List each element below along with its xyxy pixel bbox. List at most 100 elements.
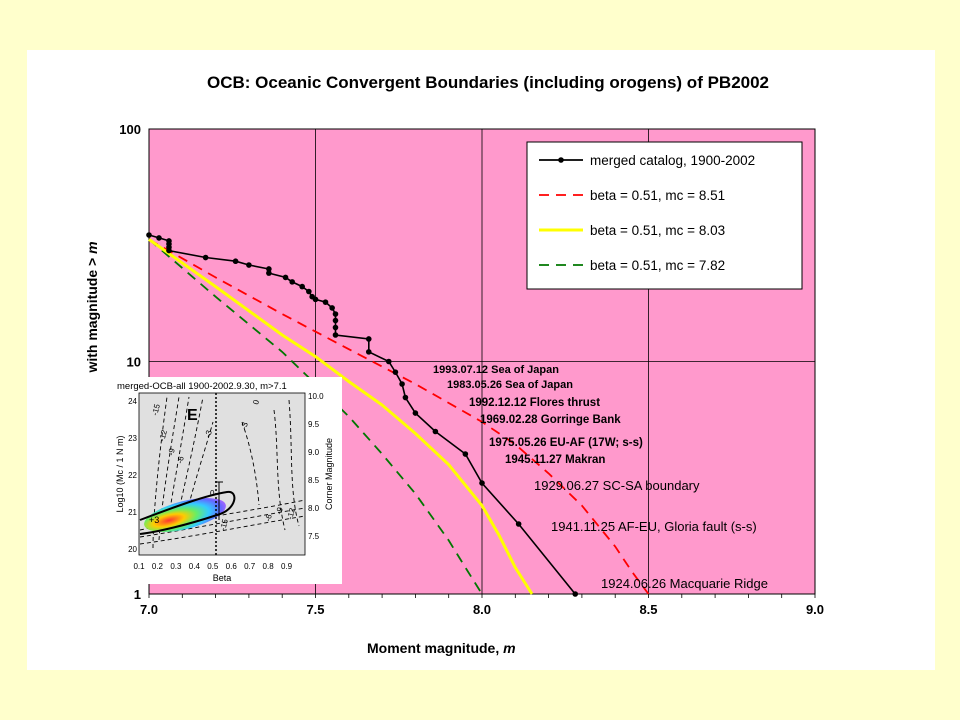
inset-y-tick-left: 21 — [128, 508, 137, 517]
inset-contour-label: -3 — [239, 421, 250, 431]
inset-contour-label: -3 — [203, 429, 214, 439]
y-tick-label: 1 — [134, 587, 141, 602]
inset-y-tick-left: 22 — [128, 471, 137, 480]
slide: OCB: Oceanic Convergent Boundaries (incl… — [27, 50, 935, 670]
inset-y-tick-left: 20 — [128, 545, 137, 554]
event-annotation: 1993.07.12 Sea of Japan — [433, 364, 559, 376]
ticks: 7.0 7.5 8.0 8.5 9.0 1 10 100 — [119, 122, 824, 617]
series-line — [148, 238, 534, 595]
data-point — [515, 521, 522, 527]
inset-contour-label: -15 — [150, 402, 162, 416]
inset-x-tick: 0.8 — [263, 562, 275, 571]
inset-x-tick: 0.6 — [226, 562, 238, 571]
data-point — [312, 296, 319, 303]
data-point — [365, 336, 372, 342]
event-annotations: 1993.07.12 Sea of Japan 1983.05.26 Sea of… — [433, 364, 768, 591]
data-point — [332, 311, 339, 317]
legend-box — [526, 141, 803, 290]
inset-contour-label: 0 — [251, 398, 261, 405]
data-point — [282, 274, 289, 281]
data-point — [329, 305, 335, 311]
inset-likelihood-peak — [144, 498, 226, 532]
data-point — [385, 358, 392, 365]
inset-y-tick-right: 9.0 — [308, 448, 320, 457]
data-point — [392, 369, 399, 375]
event-annotation: 1929.06.27 SC-SA boundary — [534, 478, 700, 493]
inset-x-label: Beta — [213, 573, 232, 583]
inset-contour-label: -12 — [285, 506, 297, 520]
data-point — [462, 451, 469, 457]
data-point — [306, 288, 312, 295]
x-axis-label: Moment magnitude, m — [367, 640, 516, 656]
inset-y-tick-right: 10.0 — [308, 392, 324, 401]
event-annotation: 1945.11.27 Makran — [505, 454, 605, 466]
data-point — [299, 283, 305, 290]
inset-y-tick-right: 9.5 — [308, 420, 320, 429]
inset-title: merged-OCB-all 1900-2002.9.30, m>7.1 — [117, 381, 287, 392]
x-tick-label: 7.5 — [306, 602, 324, 617]
data-point — [266, 266, 272, 272]
x-tick-label: 8.5 — [639, 602, 657, 617]
y-tick-label: 100 — [119, 122, 141, 137]
inset-x-tick: 0.3 — [170, 562, 182, 571]
data-point — [572, 591, 579, 597]
inset-x-tick: 0.4 — [189, 562, 201, 571]
legend-label: beta = 0.51, mc = 7.82 — [590, 258, 725, 273]
data-point — [266, 270, 272, 276]
series-line — [148, 238, 483, 595]
inset-y-tick-right: 8.5 — [308, 476, 320, 485]
x-tick-label: 9.0 — [806, 602, 824, 617]
inset-x-tick: 0.1 — [133, 562, 145, 571]
data-point — [232, 258, 239, 265]
event-annotation: 1983.05.26 Sea of Japan — [447, 379, 573, 391]
data-point — [479, 480, 485, 486]
inset-contour-label: -9 — [166, 447, 177, 457]
inset-contour-label: -6 — [175, 455, 186, 465]
data-point — [156, 235, 162, 241]
legend: merged catalog, 1900-2002 beta = 0.51, mc… — [526, 141, 803, 290]
inset-panel-label: E — [187, 407, 198, 424]
data-point — [332, 317, 339, 324]
legend-label: beta = 0.51, mc = 8.51 — [590, 188, 725, 203]
data-point — [332, 324, 339, 331]
data-point — [146, 232, 152, 238]
inset-ticks: 0.1 0.2 0.3 0.4 0.5 0.6 0.7 0.8 0.9 20 21 22 23 24 7.5… — [128, 392, 324, 571]
inset-y-tick-right: 8.0 — [308, 504, 320, 513]
data-point — [332, 332, 339, 338]
data-point — [365, 349, 372, 355]
inset-x-tick: 0.2 — [152, 562, 164, 571]
inset-x-tick: 0.5 — [207, 562, 219, 571]
chart-title: OCB: Oceanic Convergent Boundaries (incl… — [207, 73, 769, 92]
inset-y-tick-left: 23 — [128, 434, 137, 443]
event-annotation: 1975.05.26 EU-AF (17W; s-s) — [489, 437, 643, 449]
series-group — [146, 232, 650, 597]
inset-panel: merged-OCB-all 1900-2002.9.30, m>7.1 — [87, 377, 342, 584]
event-annotation: 1941.11.25 AF-EU, Gloria fault (s-s) — [551, 519, 757, 534]
event-annotation: 1924.06.26 Macquarie Ridge — [601, 576, 768, 591]
legend-label: merged catalog, 1900-2002 — [590, 153, 755, 168]
inset-y-label-left: Log10 (Mc / 1 N m) — [115, 435, 125, 512]
inset-contour-label: -15 — [218, 517, 230, 531]
data-point — [202, 254, 209, 261]
inset-contour-label: -6 — [263, 513, 274, 523]
inset-y-tick-right: 7.5 — [308, 532, 320, 541]
inset-best-fit-marker: +3 — [149, 515, 159, 525]
chart: OCB: Oceanic Convergent Boundaries (incl… — [84, 73, 824, 656]
data-point — [432, 428, 439, 435]
inset-contour-label: -9 — [274, 506, 285, 516]
inset-y-label-right: Corner Magnitude — [324, 438, 334, 510]
event-annotation: 1969.02.28 Gorringe Bank — [480, 414, 621, 426]
inset-x-tick: 0.9 — [281, 562, 293, 571]
data-point — [322, 299, 329, 305]
data-point — [166, 247, 172, 254]
x-tick-label: 7.0 — [140, 602, 158, 617]
data-point — [289, 279, 295, 285]
legend-label: beta = 0.51, mc = 8.03 — [590, 223, 725, 238]
inset-contour-label: 0 — [210, 489, 215, 498]
series-line — [148, 238, 650, 595]
inset-y-tick-left: 24 — [128, 397, 137, 406]
event-annotation: 1992.12.12 Flores thrust — [469, 397, 600, 409]
inset-x-tick: 0.7 — [244, 562, 256, 571]
legend-marker — [558, 157, 564, 163]
data-point — [402, 394, 409, 401]
